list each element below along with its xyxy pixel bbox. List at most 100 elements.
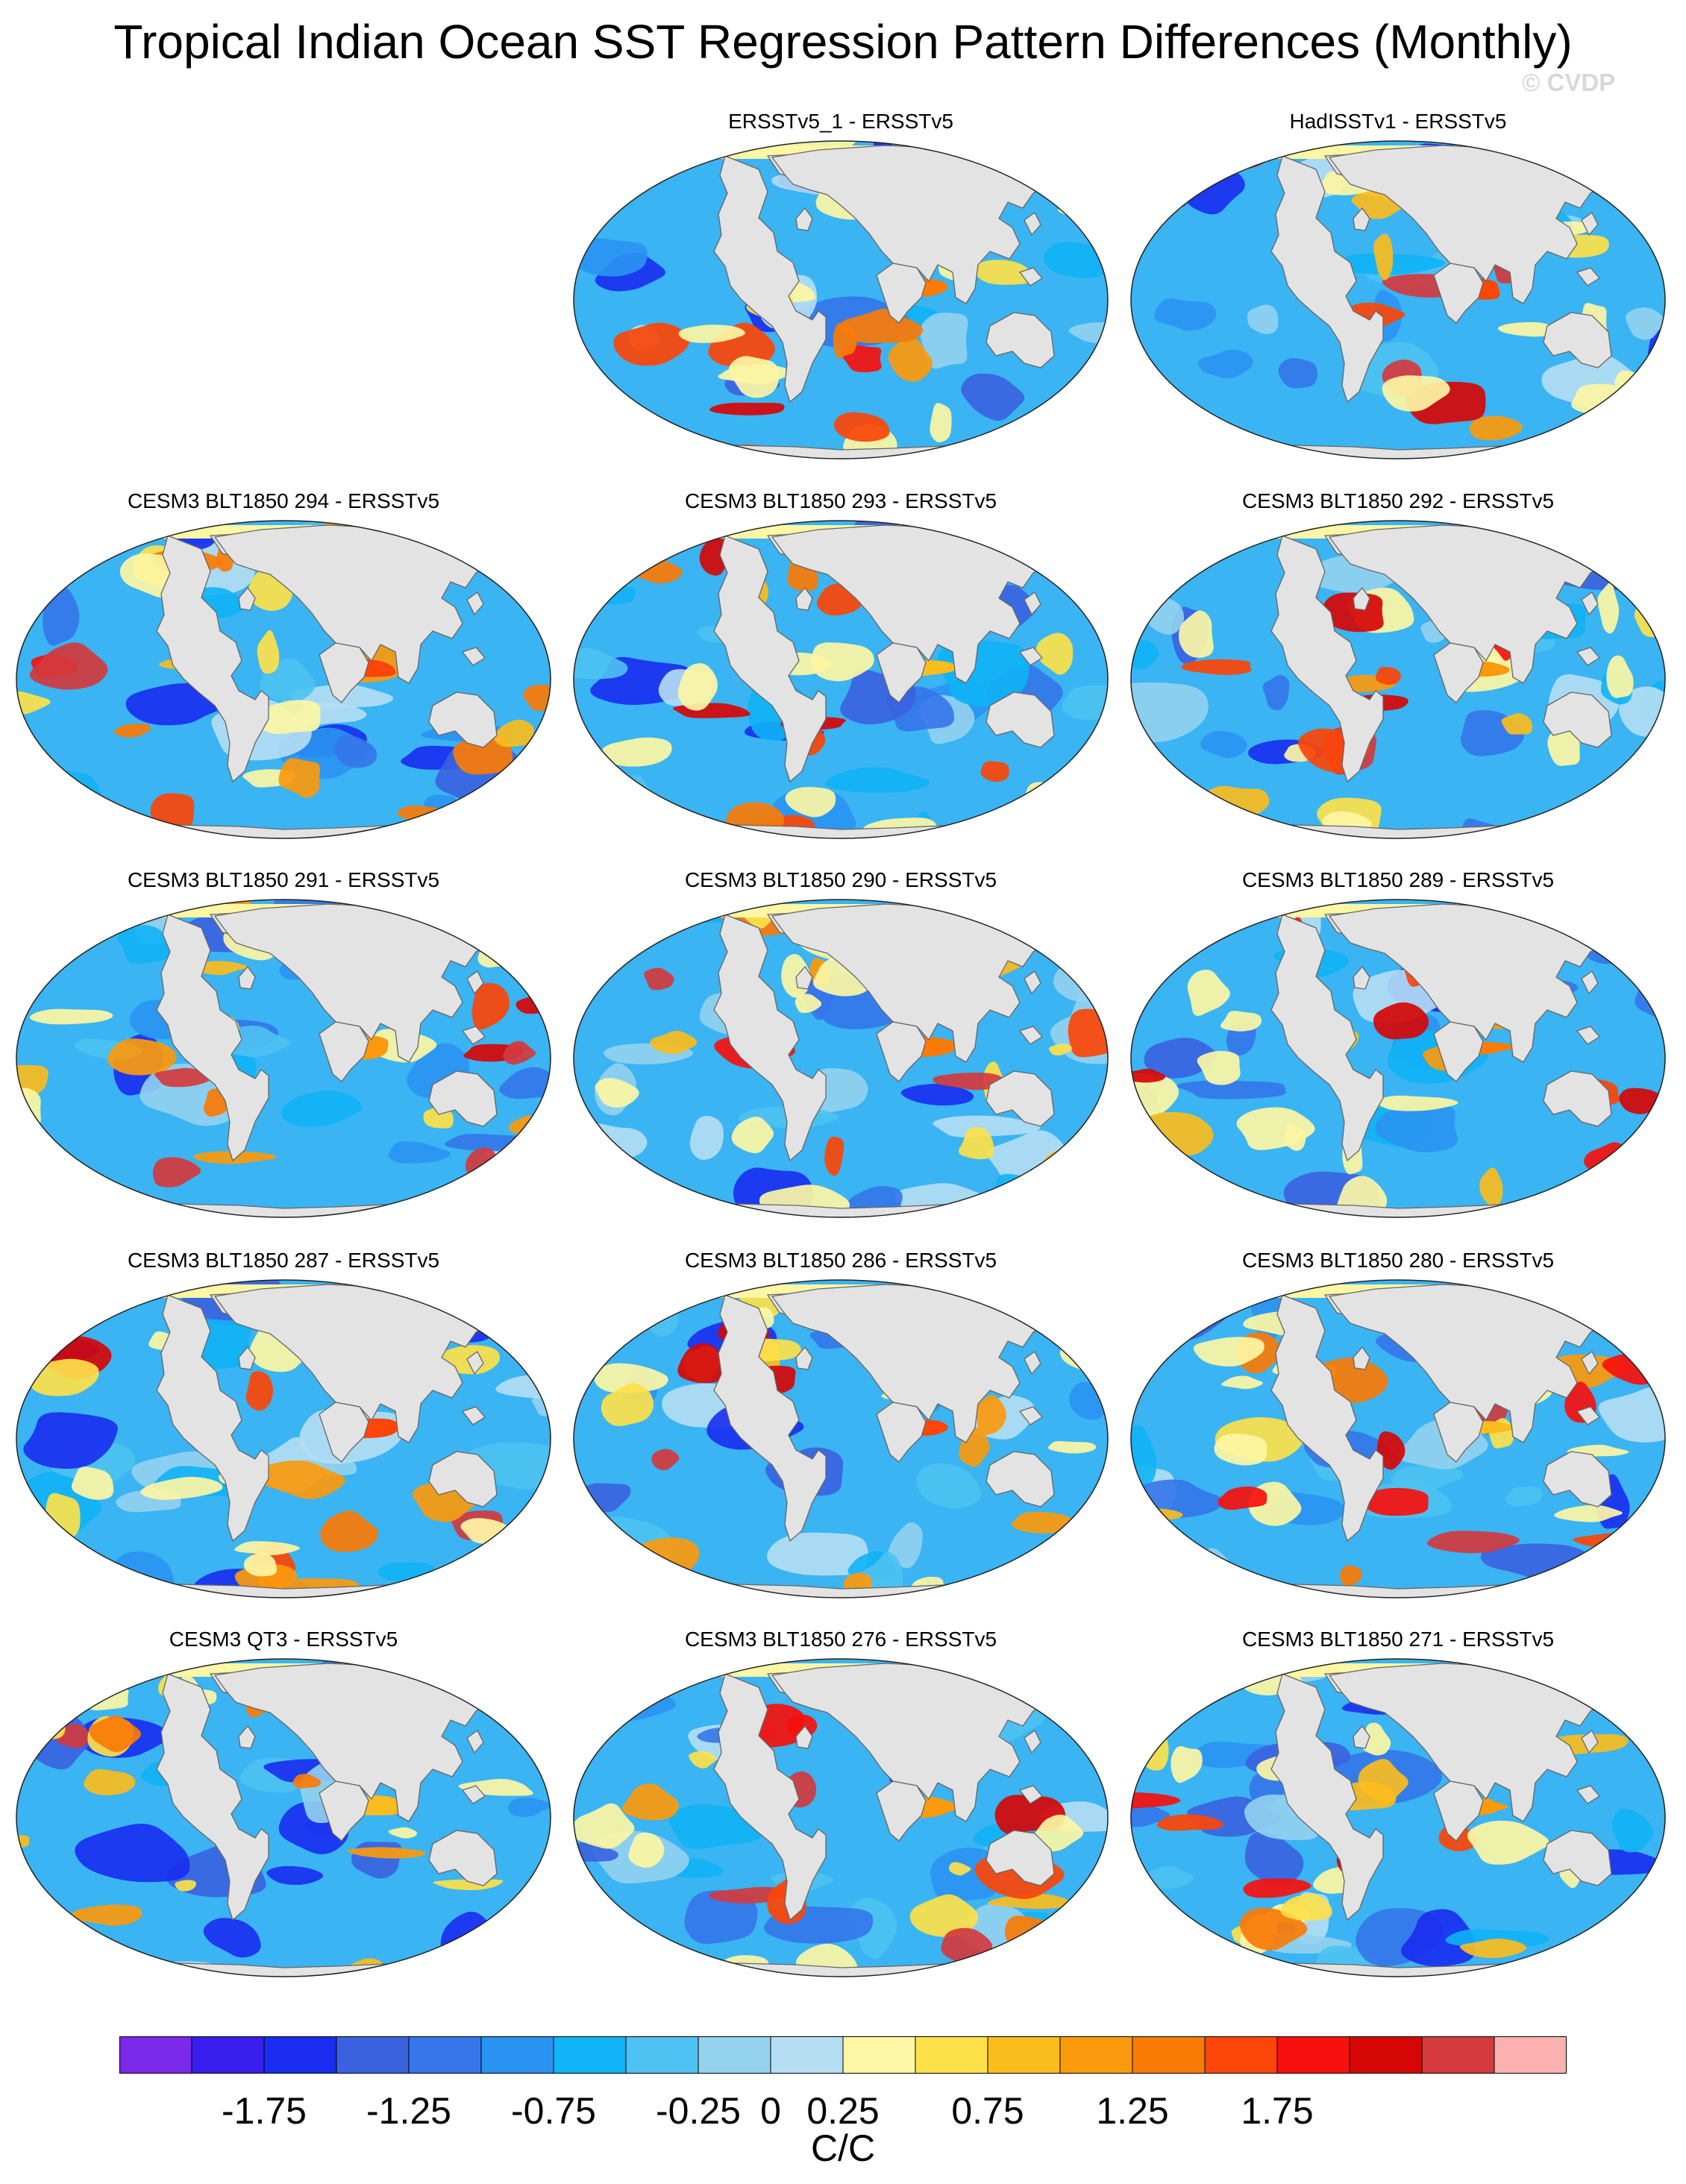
contour-patch-warm	[1606, 655, 1634, 698]
contour-patch-cool	[1244, 1831, 1304, 1885]
contour-patch-cool	[489, 1703, 551, 1721]
land-mask	[1543, 1070, 1612, 1127]
contour-patch-warm	[1156, 1814, 1223, 1831]
map-panel: CESM3 BLT1850 293 - ERSSTv5	[565, 488, 1117, 861]
contour-patch-cool	[574, 647, 628, 680]
contour-patch-warm	[1459, 1939, 1526, 1959]
land-mask	[1576, 1406, 1600, 1425]
contour-patch-warm	[785, 787, 836, 818]
contour-patch-warm	[810, 642, 874, 682]
contour-patch-warm	[731, 1117, 774, 1154]
contour-patch-warm	[495, 1157, 523, 1196]
land-mask	[1543, 691, 1612, 748]
land-mask	[462, 1785, 486, 1804]
contour-patch-warm	[1617, 784, 1643, 829]
land-mask	[876, 263, 927, 324]
colorbar-swatch	[192, 2036, 265, 2074]
contour-patch-cool	[920, 313, 968, 369]
land-mask	[1353, 1346, 1370, 1370]
contour-patch-warm	[1629, 910, 1664, 956]
map-border	[1130, 1658, 1666, 1977]
contour-patch-warm	[255, 1460, 345, 1499]
contour-patch-cool	[1131, 906, 1168, 938]
contour-patch-warm	[1197, 1050, 1241, 1085]
contour-patch-cool	[203, 1918, 261, 1958]
contour-patch-warm	[958, 1127, 994, 1160]
contour-patch-cool	[1200, 731, 1247, 759]
land-mask	[1543, 312, 1612, 368]
contour-patch-warm	[16, 1713, 54, 1739]
contour-patch-cool	[1131, 521, 1203, 580]
map-panel: CESM3 BLT1850 271 - ERSSTv5	[1122, 1626, 1674, 1999]
colorbar-swatch	[1132, 2036, 1206, 2074]
contour-patch-cool	[42, 805, 94, 838]
land-mask	[1353, 966, 1370, 990]
map-panel: CESM3 BLT1850 292 - ERSSTv5	[1122, 488, 1674, 861]
contour-patch-warm	[16, 1835, 30, 1848]
contour-patch-warm	[1131, 589, 1148, 603]
map-border	[16, 520, 551, 839]
contour-patch-cool	[117, 925, 175, 964]
map-panel: CESM3 BLT1850 290 - ERSSTv5	[565, 867, 1117, 1240]
land-mask	[319, 1402, 369, 1463]
contour-patch-warm	[1035, 1570, 1098, 1598]
contour-patch-warm	[1047, 1440, 1097, 1454]
contour-patch-cool	[574, 542, 603, 587]
sst-difference-map	[16, 899, 551, 1218]
contour-patch-warm	[833, 323, 857, 359]
contour-patch-warm	[634, 1537, 700, 1580]
land-mask	[1576, 267, 1600, 286]
contour-patch-warm	[1035, 633, 1074, 675]
land-mask	[1019, 267, 1043, 286]
contour-patch-cool	[334, 735, 377, 768]
contour-patch-warm	[709, 402, 785, 415]
contour-patch-cool	[1401, 1909, 1476, 1967]
contour-patch-warm	[16, 1912, 71, 1946]
contour-patch-warm	[388, 1827, 418, 1839]
panel-title: CESM3 QT3 - ERSSTv5	[169, 1628, 398, 1651]
contour-patch-warm	[1361, 1722, 1391, 1756]
colorbar-tick-label: 0.25	[806, 2090, 880, 2132]
contour-patch-cool	[1131, 145, 1174, 167]
contour-patch-cool	[574, 1660, 663, 1693]
contour-patch-warm	[1063, 1185, 1108, 1217]
contour-patch-warm	[147, 1280, 176, 1291]
contour-patch-cool	[689, 1115, 724, 1161]
contour-patch-warm	[595, 1078, 639, 1108]
contour-patch-cool	[16, 1205, 87, 1217]
colorbar-swatch	[771, 2036, 844, 2074]
land-mask	[713, 1294, 827, 1542]
land-mask	[713, 535, 827, 782]
contour-patch-warm	[234, 1541, 300, 1556]
contour-patch-cool	[23, 1412, 118, 1469]
contour-patch-warm	[948, 1862, 971, 1876]
land-mask	[1433, 642, 1484, 703]
land-mask	[876, 642, 927, 703]
contour-patch-cool	[1131, 1803, 1170, 1827]
contour-patch-warm	[909, 1894, 979, 1937]
contour-patch-warm	[1068, 1008, 1108, 1058]
contour-patch-cool	[1445, 1929, 1549, 1948]
contour-patch-cool	[477, 907, 551, 924]
colorbar-swatch	[409, 2036, 482, 2074]
contour-patch-cool	[75, 1823, 190, 1883]
contour-patch-cool	[1505, 1486, 1544, 1507]
map-border	[1130, 520, 1666, 839]
contour-patch-warm	[601, 1383, 654, 1426]
contour-patch-cool	[424, 794, 457, 818]
contour-patch-cool	[994, 1173, 1054, 1211]
contour-patch-warm	[1220, 1011, 1262, 1032]
contour-patch-warm	[678, 324, 745, 343]
land-mask	[319, 1021, 369, 1082]
contour-patch-cool	[1149, 1659, 1188, 1703]
contour-patch-cool	[1038, 1169, 1108, 1217]
contour-patch-warm	[62, 829, 99, 838]
contour-patch-warm	[245, 1371, 274, 1411]
land-mask	[985, 1070, 1055, 1127]
land-mask	[1576, 1785, 1600, 1804]
land-mask	[1270, 1294, 1384, 1542]
land-mask	[1024, 592, 1041, 615]
land-mask	[1576, 647, 1600, 666]
land-mask	[1024, 212, 1041, 236]
contour-patch-cool	[574, 141, 639, 168]
